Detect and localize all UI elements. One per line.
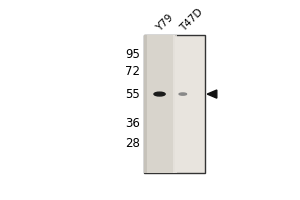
Ellipse shape xyxy=(179,93,187,95)
Bar xyxy=(173,35,176,173)
Ellipse shape xyxy=(154,92,165,96)
Text: 55: 55 xyxy=(125,88,140,101)
Text: 95: 95 xyxy=(125,48,140,61)
Text: 72: 72 xyxy=(125,65,140,78)
Text: 36: 36 xyxy=(125,117,140,130)
Text: T47D: T47D xyxy=(178,7,205,33)
Bar xyxy=(145,35,175,173)
Text: Y79: Y79 xyxy=(155,12,176,33)
Text: 28: 28 xyxy=(125,137,140,150)
Polygon shape xyxy=(207,90,217,98)
Bar xyxy=(145,35,205,173)
Bar xyxy=(145,35,147,173)
